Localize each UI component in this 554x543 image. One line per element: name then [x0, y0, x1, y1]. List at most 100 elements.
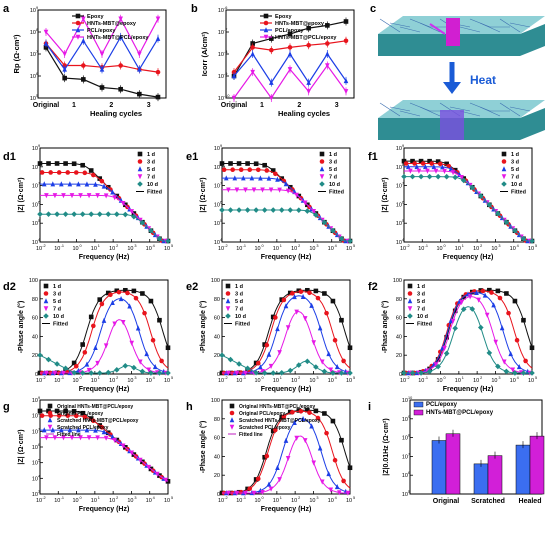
fit-line [221, 354, 350, 374]
square-marker [487, 287, 492, 293]
x-axis-title: Frequency (Hz) [443, 254, 494, 261]
panel-e1: 10 -2 10 -1 10 0 10 1 10 2 10 3 10 4 10 510 410 510 610 710… [200, 144, 355, 261]
fiber-line [449, 106, 471, 112]
triangle-down-marker [311, 209, 317, 215]
bar [515, 444, 531, 495]
y-tick-label: 10 [218, 96, 224, 102]
diamond-marker [122, 211, 129, 218]
circle-marker [332, 457, 338, 463]
square-marker [157, 317, 162, 323]
square-marker [521, 317, 526, 323]
triangle-up-marker [59, 427, 64, 433]
y-axis-title: |Z| (Ω·cm²) [200, 177, 207, 212]
legend-label: 5 d [53, 299, 61, 305]
legend-label: 3 d [511, 160, 519, 166]
x-tick-label: 10 [127, 378, 133, 384]
diamond-marker [139, 219, 146, 226]
x-tick-label: 10 [109, 498, 115, 504]
x-tick-label: 10 [54, 498, 60, 504]
diamond-marker [261, 207, 268, 213]
x-tick-exponent: 5 [535, 376, 537, 380]
circle-marker [99, 178, 105, 184]
y-tick-label: 100 [29, 278, 38, 284]
x-tick-exponent: 2 [116, 376, 118, 380]
y-tick-exponent: 4 [38, 474, 40, 478]
y-axis-title: -Phase angle (°) [17, 301, 25, 354]
triangle-up-marker [440, 164, 445, 170]
triangle-down-marker [277, 350, 282, 356]
diamond-marker [96, 211, 103, 217]
x-tick-label: 10 [164, 498, 170, 504]
circle-marker [82, 350, 88, 355]
fiber-line [499, 18, 521, 33]
square-marker [71, 360, 77, 366]
x-tick-label: 10 [236, 498, 242, 504]
diamond-marker [165, 370, 171, 376]
circle-marker [73, 170, 79, 175]
triangle-down-marker [510, 367, 516, 373]
y-tick-exponent: 5 [36, 94, 38, 98]
triangle-up-marker [516, 364, 522, 370]
square-marker [71, 409, 77, 414]
triangle-down-marker [501, 174, 507, 180]
circle-marker [108, 292, 113, 298]
diamond-marker [253, 369, 259, 376]
x-tick-label: 10 [291, 378, 297, 384]
x-tick-label: 10 [291, 498, 297, 504]
triangle-down-marker [285, 456, 291, 462]
x-tick-exponent: 4 [153, 244, 155, 248]
diamond-marker [131, 213, 137, 220]
circle-marker [56, 170, 62, 175]
diamond-marker [469, 184, 476, 191]
diamond-marker [486, 201, 493, 208]
y-tick-label: 10 [402, 436, 408, 442]
legend-label: Fitted [53, 322, 68, 328]
square-marker [245, 161, 250, 166]
fiber-line [509, 106, 531, 112]
square-marker [43, 283, 49, 289]
y-tick-label: 10 [214, 165, 220, 171]
diamond-marker [503, 368, 510, 375]
diamond-marker [236, 361, 242, 367]
legend-label: 7 d [147, 175, 155, 181]
y-tick-label: 10 [32, 445, 38, 451]
diamond-marker [495, 210, 501, 217]
triangle-down-marker [268, 187, 274, 193]
diamond-marker [105, 369, 112, 376]
x-tick-exponent: -2 [224, 244, 227, 248]
triangle-down-marker [234, 370, 240, 376]
legend-label: 7 d [511, 175, 519, 181]
y-tick-exponent: 3 [38, 490, 40, 494]
triangle-down-marker [251, 490, 257, 496]
square-marker [165, 479, 171, 484]
x-tick-exponent: -1 [243, 244, 246, 248]
fit-line [40, 194, 168, 242]
x-tick-label: 10 [73, 246, 79, 252]
triangle-down-marker [319, 174, 325, 180]
y-tick-exponent: 9 [38, 144, 40, 148]
x-tick-label: 10 [273, 498, 279, 504]
x-tick-label: 10 [400, 246, 406, 252]
x-tick-exponent: -2 [406, 376, 409, 380]
y-tick-label: 60 [214, 436, 220, 442]
triangle-up-marker [144, 351, 149, 357]
triangle-up-marker [258, 364, 263, 370]
y-tick-label: 20 [214, 473, 220, 479]
legend-label: Scratched PCL/epoxy [239, 425, 291, 431]
x-tick-label: 10 [328, 378, 334, 384]
square-marker [219, 161, 225, 166]
triangle-up-marker [326, 471, 331, 477]
y-tick-exponent: 7 [408, 452, 410, 456]
x-tick-label: 10 [528, 378, 534, 384]
circle-marker [82, 170, 88, 176]
fiber-line [479, 106, 501, 117]
y-tick-exponent: -10 [224, 94, 230, 98]
y-tick-label: 10 [218, 74, 224, 80]
x-tick-exponent: 2 [116, 244, 118, 248]
x-tick-exponent: -1 [61, 376, 64, 380]
y-tick-label: 60 [396, 316, 402, 322]
circle-marker [99, 425, 105, 430]
triangle-up-marker [241, 175, 246, 181]
y-tick-label: 0 [217, 492, 220, 498]
